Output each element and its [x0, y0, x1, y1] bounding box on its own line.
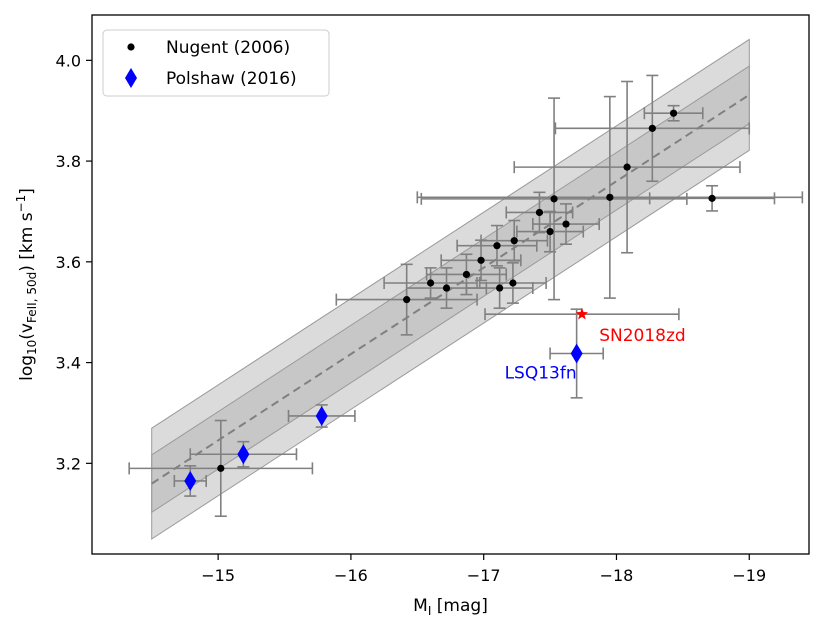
point-nugent: [493, 242, 501, 250]
point-lsq13fn: [570, 343, 583, 364]
point-nugent: [550, 195, 558, 203]
point-nugent: [510, 237, 518, 245]
point-nugent: [442, 284, 451, 292]
point-nugent: [708, 194, 716, 202]
x-tick-label: −17: [467, 566, 501, 585]
annotation-label: LSQ13fn: [505, 364, 577, 384]
point-nugent: [426, 279, 435, 287]
point-sn2018zd: [575, 307, 589, 320]
legend-label-nugent: Nugent (2006): [166, 38, 290, 58]
y-tick-label: 3.6: [56, 253, 81, 272]
point-nugent: [403, 296, 411, 304]
point-nugent: [496, 284, 504, 292]
point-nugent: [462, 270, 471, 279]
point-nugent: [623, 163, 631, 171]
point-polshaw: [315, 405, 328, 426]
legend-marker-polshaw: [125, 68, 137, 88]
legend-marker-nugent: [127, 43, 135, 51]
plot-frame: [91, 14, 810, 555]
x-tick-label: −15: [201, 566, 235, 585]
x-tick-label: −16: [334, 566, 368, 585]
x-tick-label: −18: [600, 566, 634, 585]
point-nugent: [535, 208, 544, 217]
annotation-label: SN2018zd: [599, 326, 686, 346]
confidence-bands: [151, 38, 750, 540]
axis-ticks: −15 −16 −17 −18 −19 3.2 3.4 3.6 3.8 4.0: [56, 51, 767, 585]
y-axis-label: log10(vFeII, 50d) [km s−1]: [14, 188, 39, 381]
legend-label-polshaw: Polshaw (2016): [166, 69, 297, 89]
point-nugent: [606, 193, 614, 201]
x-axis-label: MI [mag]: [413, 596, 488, 618]
fit-line: [151, 94, 750, 485]
point-nugent: [648, 124, 656, 132]
y-tick-label: 3.2: [56, 454, 81, 473]
point-nugent: [546, 228, 554, 236]
y-tick-label: 3.4: [56, 354, 81, 373]
y-tick-label: 4.0: [56, 51, 81, 70]
annotations: LSQ13fn SN2018zd: [505, 326, 686, 384]
point-nugent: [509, 279, 517, 287]
data-markers: [184, 109, 716, 491]
point-polshaw: [237, 444, 250, 465]
point-nugent: [669, 109, 678, 117]
point-nugent: [562, 220, 570, 228]
error-bars: [128, 74, 804, 518]
point-nugent: [477, 256, 485, 264]
x-tick-label: −19: [732, 566, 766, 585]
legend-box: [102, 29, 330, 97]
y-tick-label: 3.8: [56, 152, 81, 171]
point-nugent: [217, 464, 225, 472]
legend: Nugent (2006) Polshaw (2016): [102, 29, 330, 97]
point-polshaw: [184, 470, 197, 491]
